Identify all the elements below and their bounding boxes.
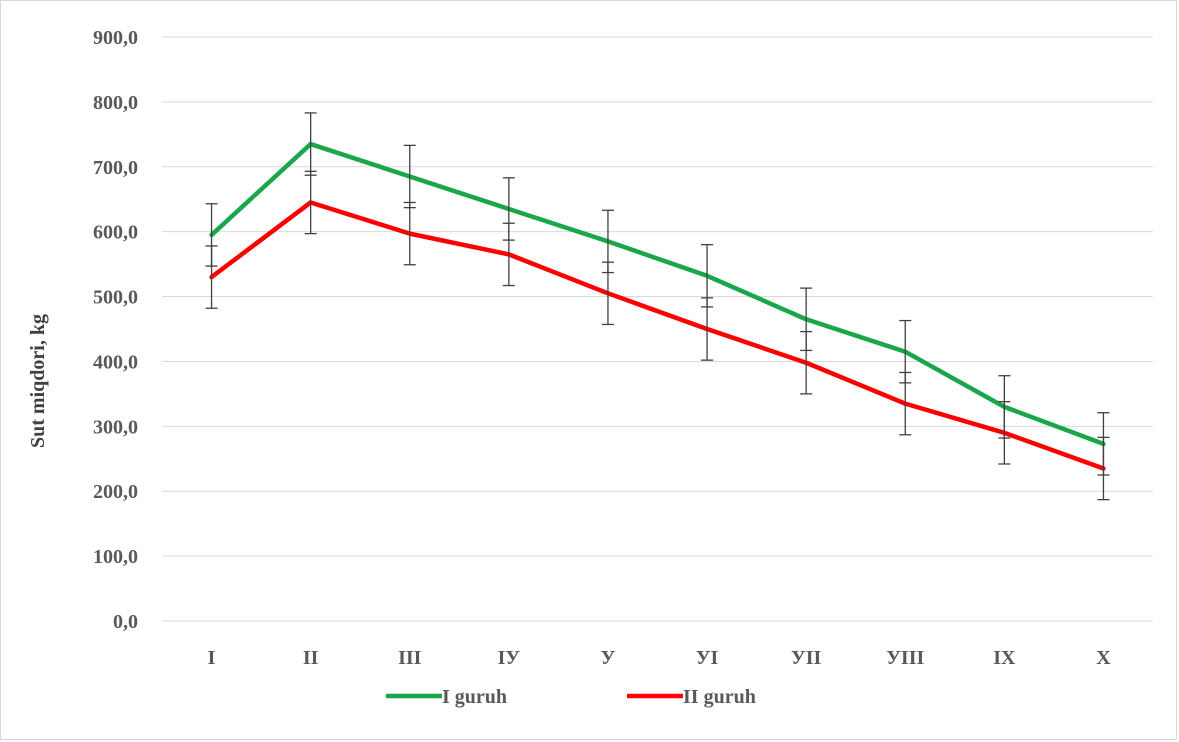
legend-label: II guruh — [683, 686, 756, 708]
y-tick-label: 200,0 — [93, 481, 138, 503]
legend: I guruh II guruh — [386, 686, 756, 708]
legend-entry: II guruh — [627, 686, 756, 708]
error-bar — [403, 201, 416, 266]
x-tick-label: I — [208, 647, 216, 669]
gridlines — [162, 36, 1153, 622]
x-tick-label: IУ — [498, 647, 521, 669]
x-tick-label: УI — [696, 647, 719, 669]
error-bar — [998, 401, 1011, 465]
error-bars — [205, 112, 1110, 501]
y-tick-label: 900,0 — [93, 27, 138, 49]
x-tick-label: III — [398, 647, 422, 669]
y-axis-ticks: 0,0 100,0 200,0 300,0 400,0 500,0 600,0 700,0 80… — [93, 27, 138, 633]
x-tick-label: IX — [993, 647, 1016, 669]
y-tick-label: 700,0 — [93, 157, 138, 179]
error-bar — [601, 261, 614, 326]
series-line-1 — [209, 141, 1106, 447]
error-bar — [899, 371, 912, 436]
legend-label: I guruh — [442, 686, 507, 708]
error-bar — [205, 245, 218, 309]
x-tick-label: У — [601, 647, 616, 669]
error-bar — [304, 170, 317, 235]
x-tick-label: X — [1096, 647, 1111, 669]
y-axis-label: Sut miqdori, kg — [27, 314, 49, 448]
y-tick-label: 500,0 — [93, 287, 138, 309]
x-tick-label: УII — [791, 647, 821, 669]
x-tick-label: УIII — [886, 647, 924, 669]
error-bar — [701, 297, 714, 361]
error-bar — [800, 330, 813, 395]
y-tick-label: 100,0 — [93, 546, 138, 568]
x-tick-label: II — [303, 647, 319, 669]
series-line-2 — [209, 200, 1106, 471]
y-tick-label: 300,0 — [93, 416, 138, 438]
error-bar — [1097, 436, 1110, 501]
y-tick-label: 0,0 — [113, 611, 138, 633]
y-tick-label: 600,0 — [93, 222, 138, 244]
series-lines — [209, 141, 1106, 471]
x-axis-ticks: I II III IУ У УI УII УIII IX X — [208, 647, 1112, 669]
legend-entry: I guruh — [386, 686, 507, 708]
y-tick-label: 400,0 — [93, 351, 138, 373]
y-tick-label: 800,0 — [93, 92, 138, 114]
error-bar — [502, 222, 515, 287]
